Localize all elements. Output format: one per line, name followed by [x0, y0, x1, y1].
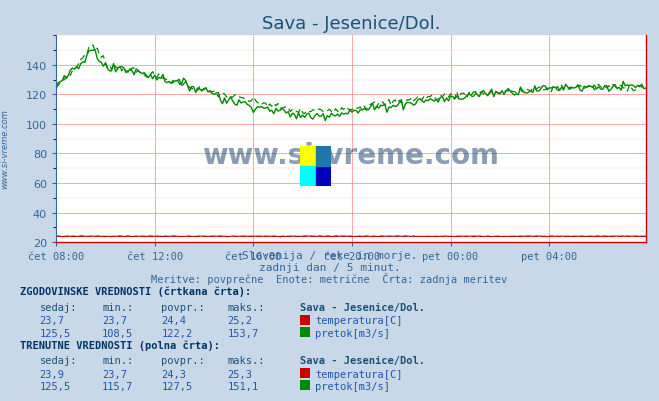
- Text: 23,7: 23,7: [102, 369, 127, 379]
- Text: maks.:: maks.:: [227, 302, 265, 312]
- Bar: [300, 166, 316, 186]
- Text: pretok[m3/s]: pretok[m3/s]: [315, 328, 390, 338]
- Text: povpr.:: povpr.:: [161, 355, 205, 365]
- Text: temperatura[C]: temperatura[C]: [315, 316, 403, 326]
- Text: 25,2: 25,2: [227, 316, 252, 326]
- Text: 23,9: 23,9: [40, 369, 65, 379]
- Text: 125,5: 125,5: [40, 381, 71, 391]
- Text: 24,4: 24,4: [161, 316, 186, 326]
- Text: temperatura[C]: temperatura[C]: [315, 369, 403, 379]
- Text: ZGODOVINSKE VREDNOSTI (črtkana črta):: ZGODOVINSKE VREDNOSTI (črtkana črta):: [20, 286, 251, 297]
- Text: Slovenija / reke in morje.: Slovenija / reke in morje.: [242, 251, 417, 261]
- Text: pretok[m3/s]: pretok[m3/s]: [315, 381, 390, 391]
- Bar: [300, 146, 316, 166]
- Text: maks.:: maks.:: [227, 355, 265, 365]
- Text: 25,3: 25,3: [227, 369, 252, 379]
- Title: Sava - Jesenice/Dol.: Sava - Jesenice/Dol.: [262, 15, 440, 33]
- Text: Meritve: povprečne  Enote: metrične  Črta: zadnja meritev: Meritve: povprečne Enote: metrične Črta:…: [152, 272, 507, 284]
- Text: sedaj:: sedaj:: [40, 355, 77, 365]
- Text: 24,3: 24,3: [161, 369, 186, 379]
- Text: 125,5: 125,5: [40, 328, 71, 338]
- Text: 153,7: 153,7: [227, 328, 258, 338]
- Text: sedaj:: sedaj:: [40, 302, 77, 312]
- Text: 108,5: 108,5: [102, 328, 133, 338]
- Text: 127,5: 127,5: [161, 381, 192, 391]
- Text: Sava - Jesenice/Dol.: Sava - Jesenice/Dol.: [300, 302, 425, 312]
- Text: TRENUTNE VREDNOSTI (polna črta):: TRENUTNE VREDNOSTI (polna črta):: [20, 340, 219, 350]
- Text: 23,7: 23,7: [102, 316, 127, 326]
- Polygon shape: [316, 146, 331, 166]
- Text: www.si-vreme.com: www.si-vreme.com: [202, 142, 500, 170]
- Text: 151,1: 151,1: [227, 381, 258, 391]
- Text: Sava - Jesenice/Dol.: Sava - Jesenice/Dol.: [300, 355, 425, 365]
- Text: 23,7: 23,7: [40, 316, 65, 326]
- Text: www.si-vreme.com: www.si-vreme.com: [1, 109, 10, 188]
- Text: zadnji dan / 5 minut.: zadnji dan / 5 minut.: [258, 262, 401, 272]
- Text: 122,2: 122,2: [161, 328, 192, 338]
- Text: min.:: min.:: [102, 302, 133, 312]
- Text: min.:: min.:: [102, 355, 133, 365]
- Bar: [316, 166, 331, 186]
- Text: 115,7: 115,7: [102, 381, 133, 391]
- Text: povpr.:: povpr.:: [161, 302, 205, 312]
